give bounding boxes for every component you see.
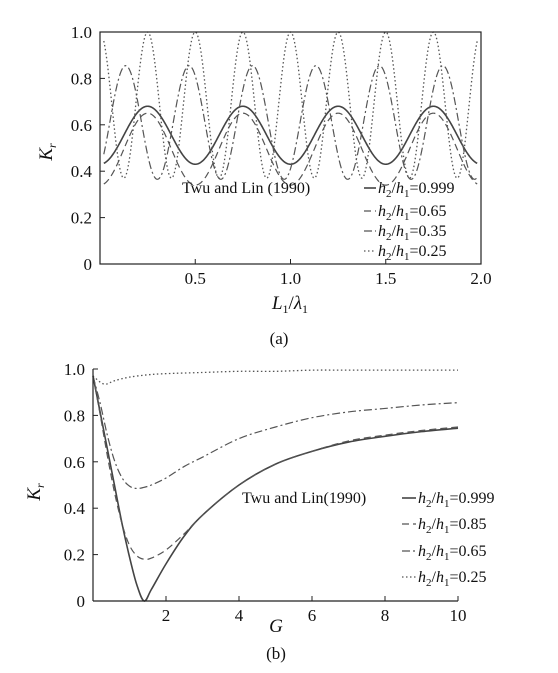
panel-b-series-line	[92, 375, 459, 602]
panel-a-series-line	[103, 105, 478, 166]
panel-b-xtick-label: 8	[381, 606, 390, 625]
panel-b-legend-entry: h2/h1=0.25	[418, 569, 486, 589]
panel-b-xtick-label: 2	[162, 606, 171, 625]
panel-b-legend-entry: h2/h1=0.65	[418, 543, 486, 563]
panel-b-series	[92, 369, 459, 602]
panel-b: 2 4 6 8 10 0 0.2 0.4 0.6 0.8 1.0 Kr G (b) Twu and …	[24, 360, 494, 663]
panel-b-series-line	[92, 369, 458, 385]
panel-b-xtick-label: 10	[450, 606, 467, 625]
panel-b-ytick-label: 0.2	[64, 546, 85, 565]
panel-a-ytick-label: 0.8	[71, 69, 92, 88]
panel-a-series-line	[103, 112, 478, 186]
panel-a-ytick-label: 0.2	[71, 209, 92, 228]
panel-a-legend-entry: h2/h1=0.999	[378, 180, 454, 200]
panel-b-xtick-label: 4	[235, 606, 244, 625]
panel-a-ytick-label: 0.6	[71, 116, 92, 135]
panel-b-legend-heading: Twu and Lin(1990)	[242, 490, 366, 507]
panel-a-xlabel: L1/λ1	[271, 293, 308, 316]
panel-b-series-line	[92, 375, 459, 490]
panel-a-legend-entry: h2/h1=0.35	[378, 223, 446, 243]
panel-b-ytick-label: 1.0	[64, 360, 85, 379]
panel-a-xtick-label: 2.0	[470, 269, 491, 288]
panel-a-xtick-label: 1.5	[375, 269, 396, 288]
panel-b-ytick-label: 0	[77, 592, 86, 611]
panel-b-ytick-label: 0.4	[64, 499, 86, 518]
panel-b-ytick-label: 0.8	[64, 406, 85, 425]
panel-a-xtick-label: 0.5	[185, 269, 206, 288]
panel-a: 0.5 1.0 1.5 2.0 0 0.2 0.4 0.6 0.8 1.0 Kr L1/λ1 (a…	[36, 23, 492, 348]
panel-a-series-line	[103, 65, 478, 180]
panel-b-legend-entry: h2/h1=0.85	[418, 516, 486, 536]
panel-b-legend: Twu and Lin(1990) h2/h1=0.999 h2/h1=0.85 h…	[242, 490, 494, 589]
panel-b-series-line	[92, 375, 459, 561]
panel-b-legend-entry: h2/h1=0.999	[418, 490, 494, 510]
panel-a-ticks: 0.5 1.0 1.5 2.0 0 0.2 0.4 0.6 0.8 1.0	[71, 23, 492, 288]
panel-a-ytick-label: 0	[84, 255, 93, 274]
panel-a-ylabel: Kr	[36, 143, 59, 162]
panel-a-legend-entry: h2/h1=0.25	[378, 243, 446, 263]
panel-a-legend-entry: h2/h1=0.65	[378, 203, 446, 223]
panel-a-ytick-label: 0.4	[71, 162, 93, 181]
panel-b-caption: (b)	[266, 644, 286, 663]
panel-b-ytick-label: 0.6	[64, 453, 85, 472]
panel-a-ytick-label: 1.0	[71, 23, 92, 42]
panel-b-xtick-label: 6	[308, 606, 317, 625]
panel-b-ylabel: Kr	[24, 483, 47, 502]
panel-a-legend: Twu and Lin (1990) h2/h1=0.999 h2/h1=0.65…	[182, 180, 454, 263]
panel-a-series-line	[103, 31, 478, 179]
panel-a-xtick-label: 1.0	[280, 269, 301, 288]
panel-b-ticks: 2 4 6 8 10 0 0.2 0.4 0.6 0.8 1.0	[64, 360, 467, 625]
panel-a-legend-heading: Twu and Lin (1990)	[182, 180, 310, 197]
panel-a-series	[103, 31, 478, 186]
panel-b-xlabel: G	[269, 616, 283, 637]
panel-a-caption: (a)	[270, 329, 289, 348]
